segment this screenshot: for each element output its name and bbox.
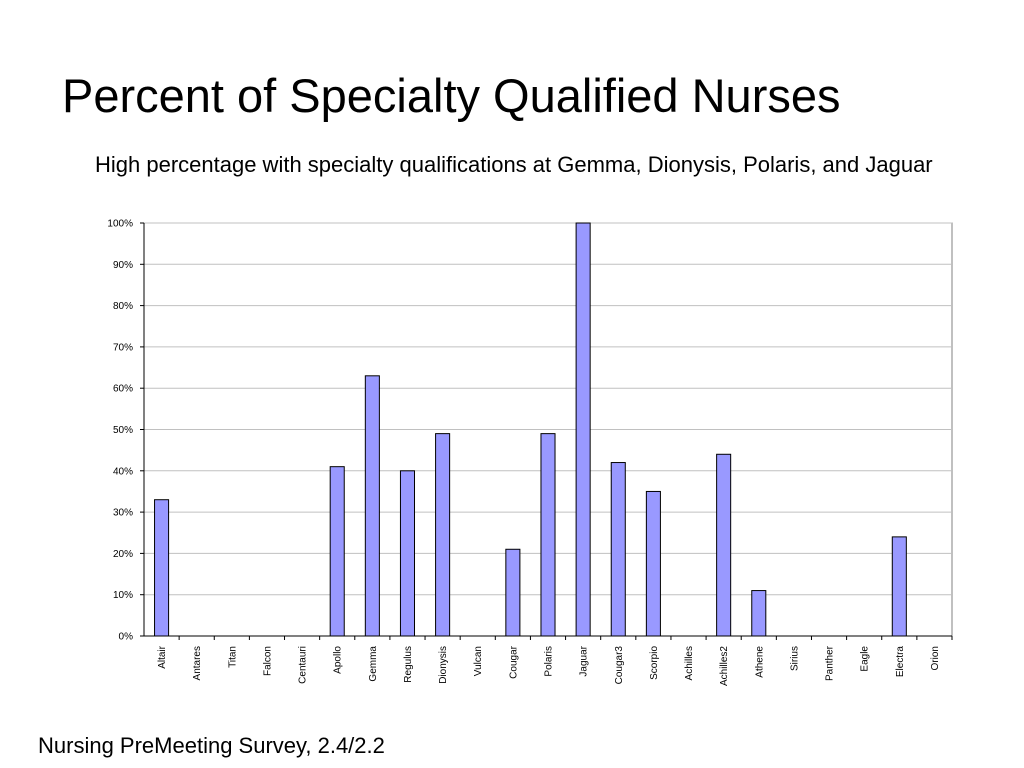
x-tick-label: Achilles2 xyxy=(719,646,730,686)
y-tick-label: 80% xyxy=(113,301,133,312)
x-tick-label: Altair xyxy=(157,645,168,668)
x-tick-label: Vulcan xyxy=(473,646,484,676)
bar-achilles2 xyxy=(716,453,732,637)
x-tick-label: Scorpio xyxy=(649,646,660,680)
y-tick-label: 0% xyxy=(119,632,134,643)
bar-jaguar xyxy=(575,222,591,637)
y-tick-label: 30% xyxy=(113,508,133,519)
x-tick-label: Regulus xyxy=(403,646,414,683)
bar-electra xyxy=(891,536,907,637)
bar-polaris xyxy=(540,433,556,637)
bar-cougar3 xyxy=(610,462,626,637)
x-tick-label: Panther xyxy=(825,645,836,681)
y-tick-label: 40% xyxy=(113,466,133,477)
x-tick-label: Apollo xyxy=(333,646,344,674)
x-tick-label: Eagle xyxy=(860,646,871,672)
slide-footer: Nursing PreMeeting Survey, 2.4/2.2 xyxy=(38,733,385,758)
y-tick-label: 10% xyxy=(113,590,133,601)
x-tick-label: Antares xyxy=(192,646,203,680)
bar-apollo xyxy=(329,466,345,637)
y-tick-label: 70% xyxy=(113,342,133,353)
bar-dionysis xyxy=(435,433,451,637)
bar-athene xyxy=(751,590,767,637)
y-tick-label: 20% xyxy=(113,549,133,560)
x-tick-label: Dionysis xyxy=(438,646,449,684)
x-tick-label: Cougar xyxy=(508,645,519,678)
x-tick-label: Jaguar xyxy=(579,645,590,676)
x-tick-label: Orion xyxy=(930,646,941,670)
slide-title: Percent of Specialty Qualified Nurses xyxy=(62,69,841,122)
x-tick-label: Titan xyxy=(227,646,238,668)
bar-altair xyxy=(154,499,170,637)
y-tick-label: 100% xyxy=(107,219,133,230)
x-tick-label: Centauri xyxy=(298,646,309,684)
y-tick-label: 50% xyxy=(113,425,133,436)
x-tick-label: Sirius xyxy=(789,646,800,671)
x-tick-label: Athene xyxy=(754,646,765,678)
x-tick-label: Cougar3 xyxy=(614,646,625,685)
y-tick-label: 60% xyxy=(113,384,133,395)
bar-gemma xyxy=(364,375,380,637)
x-tick-label: Falcon xyxy=(262,646,273,676)
x-tick-label: Gemma xyxy=(368,646,379,682)
bar-scorpio xyxy=(645,490,661,637)
slide-subtitle: High percentage with specialty qualifica… xyxy=(95,152,933,177)
x-tick-label: Electra xyxy=(895,646,906,678)
x-tick-label: Achilles xyxy=(684,646,695,680)
x-tick-label: Polaris xyxy=(544,646,555,677)
bar-regulus xyxy=(399,470,416,637)
y-tick-label: 90% xyxy=(113,260,133,271)
bar-cougar xyxy=(505,548,521,637)
